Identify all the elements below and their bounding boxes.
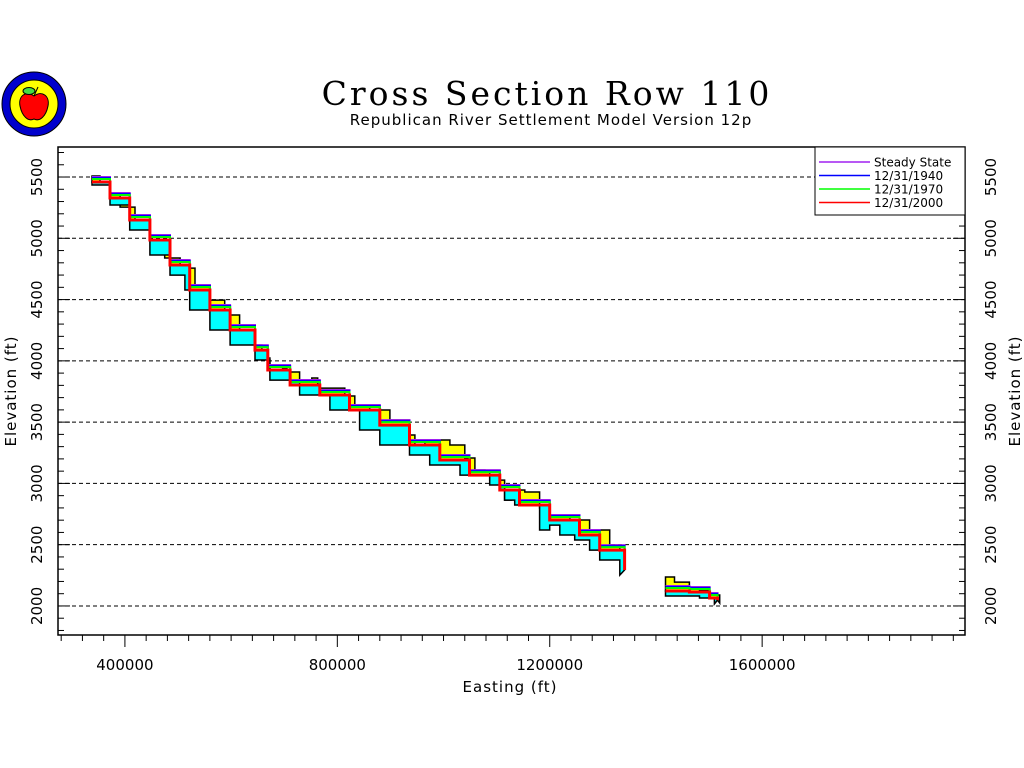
y2-tick-label: 3000 [982,464,1000,502]
y-tick-label: 5500 [28,158,46,196]
legend-label: 12/31/2000 [874,196,943,210]
legend-label: 12/31/1970 [874,183,943,197]
line-1970 [665,587,719,598]
x-tick-label: 1600000 [729,656,796,674]
y-tick-label: 5000 [28,219,46,257]
y2-tick-label: 5000 [982,219,1000,257]
y-tick-label: 3500 [28,403,46,441]
x-tick-label: 1200000 [516,656,583,674]
chart-subtitle: Republican River Settlement Model Versio… [349,111,753,129]
line-2000 [92,180,627,570]
y2-tick-label: 2000 [982,587,1000,625]
legend: Steady State12/31/194012/31/197012/31/20… [814,146,966,216]
y-tick-label: 4000 [28,342,46,380]
y2-tick-label: 2500 [982,526,1000,564]
y2-tick-label: 4000 [982,342,1000,380]
y2-axis-label: Elevation (ft) [1006,335,1024,446]
plot-frame [57,146,966,636]
y-tick-label: 2500 [28,526,46,564]
y2-tick-label: 3500 [982,403,1000,441]
x-axis-label: Easting (ft) [463,678,558,696]
logo-seal-icon [1,71,67,137]
legend-label: 12/31/1940 [874,169,943,183]
x-tick-label: 400000 [96,656,153,674]
x-tick-label: 800000 [309,656,366,674]
cyan-band [91,181,626,577]
legend-label: Steady State [874,156,951,170]
line-2000 [665,589,719,601]
y-tick-label: 3000 [28,464,46,502]
y2-tick-label: 5500 [982,158,1000,196]
y-tick-label: 2000 [28,587,46,625]
y2-tick-label: 4500 [982,280,1000,318]
chart-title: Cross Section Row 110 [321,74,773,113]
y-axis-label: Elevation (ft) [2,335,20,446]
y-tick-label: 4500 [28,280,46,318]
